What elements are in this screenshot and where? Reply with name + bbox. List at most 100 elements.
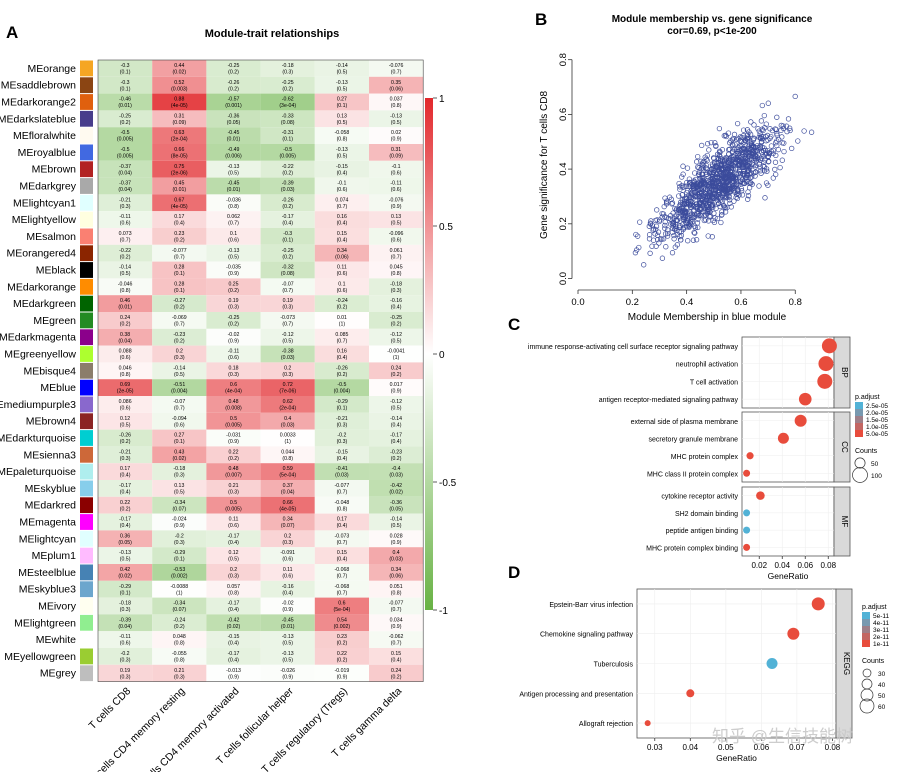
heatmap-cell [206,496,261,514]
scatter-point [709,174,716,180]
scatter-point [661,203,667,210]
heatmap-cell-correlation: -0.5 [337,382,346,388]
heatmap-cell-pvalue: (0.4) [228,607,239,613]
heatmap-cell-correlation: -0.019 [335,668,350,674]
scatter-point [751,162,757,168]
scatter-point [690,214,696,221]
heatmap-cell-pvalue: (0.2) [174,624,185,630]
scatter-point [690,202,697,209]
heatmap-cell-correlation: 0.061 [390,248,403,254]
facet-strip-label: CC [840,441,849,453]
scatter-point [662,222,668,229]
heatmap-cell [369,160,424,178]
scatter-point [734,120,741,127]
heatmap-cell-correlation: -0.25 [228,315,240,321]
scatter-point [766,151,773,157]
scatter-point [735,162,741,168]
heatmap-row-label: MEorangered4 [7,248,77,260]
heatmap-cell [206,580,261,598]
heatmap-cell-correlation: 0.17 [120,466,130,472]
heatmap-cell-pvalue: (0.4) [337,456,348,462]
scatter-point [780,125,787,132]
heatmap-cell-pvalue: (1) [176,590,183,596]
scatter-point [762,147,769,154]
scatter-point [731,131,738,138]
heatmap-cell-pvalue: (0.005) [225,506,242,512]
scatter-point [707,170,713,176]
facet-strip [833,336,851,409]
heatmap-cell [314,127,369,144]
heatmap-cell-pvalue: (0.006) [225,154,242,160]
scatter-point [737,169,743,175]
heatmap-cell [369,631,424,648]
scatter-point [746,129,752,135]
heatmap-cell [206,362,261,380]
heatmap-row-label: MEgrey [40,668,77,680]
heatmap-cell-pvalue: (0.8) [228,204,239,210]
heatmap-cell-pvalue: (0.4) [391,422,402,428]
scatter-point [745,136,752,142]
heatmap-cell-pvalue: (0.9) [174,523,185,529]
heatmap-cell-pvalue: (0.4) [337,170,348,176]
heatmap-module-swatch [80,547,93,564]
heatmap-cell [260,110,315,128]
heatmap-cell [260,244,315,262]
heatmap-cell-pvalue: (0.4) [282,221,293,227]
heatmap-module-swatch [80,514,93,530]
term-label: Chemokine signaling pathway [540,632,633,639]
heatmap-cell-pvalue: (0.5) [391,120,402,126]
heatmap-cell-correlation: 0.13 [174,483,184,489]
heatmap-cell-pvalue: (0.2) [120,120,131,126]
scatter-point [653,223,660,229]
heatmap-cell [98,614,153,632]
scatter-point [698,202,705,208]
scatter-point [728,138,734,144]
heatmap-module-swatch [80,480,93,497]
heatmap-cell-pvalue: (0.8) [391,103,402,109]
heatmap-cell [98,664,153,682]
scatter-point [692,223,698,229]
legend-size-label: 60 [878,704,886,711]
heatmap-cell [98,530,153,548]
heatmap-cell-pvalue: (0.2) [391,322,402,328]
heatmap-cell-correlation: -0.11 [119,214,131,220]
heatmap-cell-pvalue: (0.4) [282,590,293,596]
heatmap-cell [98,480,153,497]
scatter-point [703,156,709,162]
heatmap-cell-correlation: 0.19 [120,668,130,674]
scatter-point [709,176,716,182]
scatter-point [717,157,723,163]
heatmap-cell-pvalue: (0.8) [174,641,185,647]
scatter-point [756,128,762,134]
scatter-point [709,169,715,176]
heatmap-cell-correlation: -0.17 [282,214,294,220]
heatmap-cell [314,379,369,396]
heatmap-cell [314,345,369,363]
scatter-point [708,139,714,146]
heatmap-cell-pvalue: (0.5) [282,641,293,647]
heatmap-row-label: MEblack [36,265,77,277]
scatter-point [687,201,694,207]
heatmap-cell [98,127,153,144]
heatmap-cell-correlation: -0.11 [390,181,402,187]
x-axis-tick-label: 0.04 [683,743,699,752]
term-label: MHC class II protein complex [647,471,739,478]
scatter-point [690,237,697,243]
heatmap-cell-pvalue: (0.9) [282,674,293,680]
legend-color-label: 5e-11 [873,613,890,620]
term-label: secretory granule membrane [649,436,739,443]
term-label: Antigen processing and presentation [519,691,633,698]
x-axis-tick-label: 0.04 [774,561,790,570]
heatmap-cell-correlation: -0.45 [282,617,294,623]
heatmap-cell [206,379,261,396]
scatter-point [731,146,737,153]
heatmap-cell-correlation: -0.096 [389,231,404,237]
heatmap-cell-pvalue: (0.4) [174,221,185,227]
heatmap-cell-correlation: 0.17 [337,517,347,523]
term-label: antigen receptor-mediated signaling path… [599,397,739,404]
scatter-point [731,187,737,194]
heatmap-cell-pvalue: (0.7) [391,254,402,260]
heatmap-cell [314,614,369,632]
heatmap-cell-correlation: 0.31 [174,113,184,119]
scatter-point [729,156,735,162]
